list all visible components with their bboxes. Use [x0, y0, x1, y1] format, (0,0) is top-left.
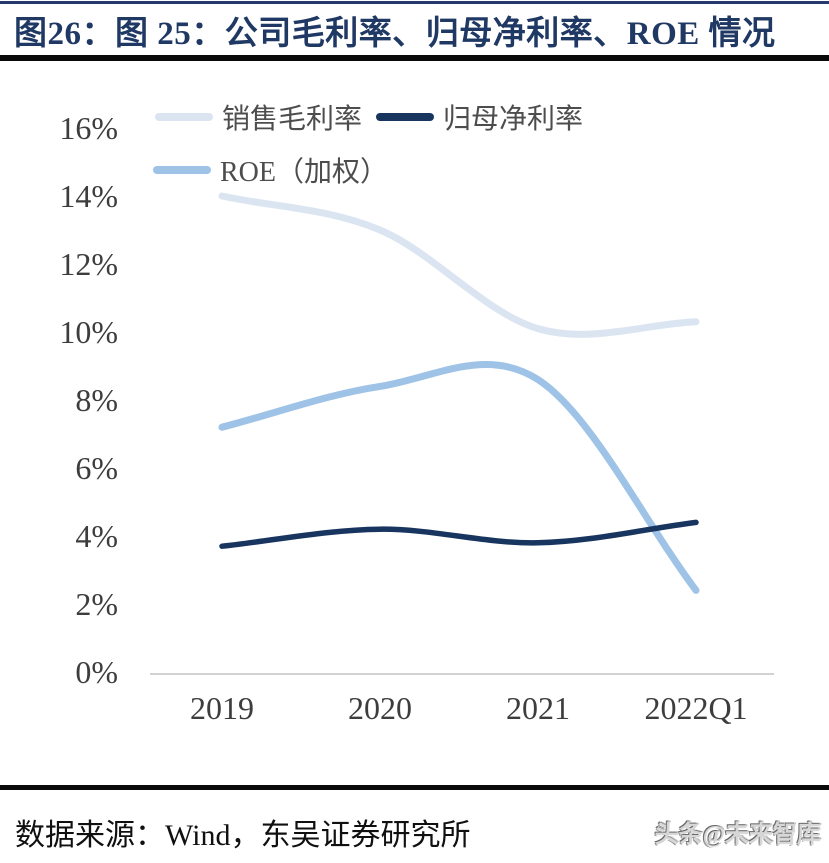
legend-item-net-margin: 归母净利率	[376, 100, 584, 135]
legend-swatch-gross-margin	[155, 113, 213, 121]
title-divider	[0, 55, 829, 61]
legend-swatch-net-margin	[376, 113, 434, 121]
top-rule	[0, 1, 829, 4]
x-tick-label: 2019	[190, 690, 254, 726]
footer-divider	[0, 785, 829, 790]
legend-label-roe: ROE（加权）	[220, 157, 389, 188]
legend-item-gross-margin: 销售毛利率	[155, 100, 363, 135]
legend-label-net-margin: 归母净利率	[443, 104, 584, 135]
watermark: 头条@未来智库	[654, 822, 821, 848]
series-line-1	[219, 519, 699, 549]
y-tick-label: 12%	[59, 246, 118, 282]
series-line-2	[218, 361, 700, 594]
legend-label-gross-margin: 销售毛利率	[222, 104, 363, 135]
legend-item-roe: ROE（加权）	[153, 153, 389, 188]
legend-swatch-roe	[153, 166, 211, 174]
x-tick-label: 2021	[506, 690, 570, 726]
y-tick-label: 0%	[75, 654, 118, 690]
y-tick-label: 4%	[75, 518, 118, 554]
x-tick-label: 2022Q1	[644, 690, 748, 726]
figure-title: 图26：图 25：公司毛利率、归母净利率、ROE 情况	[14, 16, 776, 52]
y-tick-label: 14%	[59, 178, 118, 214]
x-tick-label: 2020	[348, 690, 412, 726]
y-tick-label: 16%	[59, 110, 118, 146]
series-line-0	[218, 192, 700, 338]
data-source-note: 数据来源：Wind，东吴证券研究所	[15, 819, 471, 852]
y-tick-label: 10%	[59, 314, 118, 350]
y-tick-label: 2%	[75, 586, 118, 622]
y-tick-label: 8%	[75, 382, 118, 418]
y-tick-label: 6%	[75, 450, 118, 486]
